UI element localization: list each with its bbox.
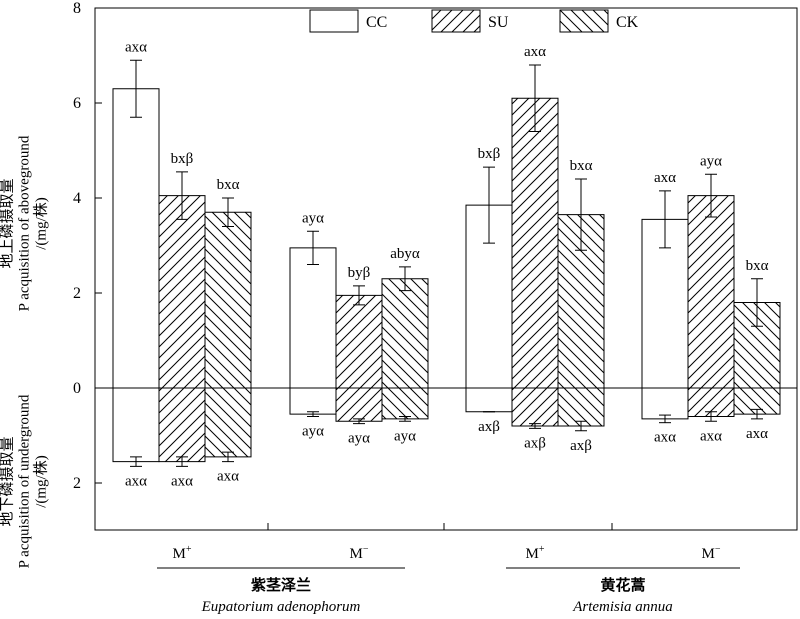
y-tick-label-4: 0 <box>73 380 81 397</box>
bar-above-g1-CK <box>381 278 429 389</box>
significance-label-below-g1-SU: ayα <box>348 431 370 447</box>
bar-above-g0-CK <box>204 211 252 389</box>
bar-above-g3-SU <box>687 195 735 389</box>
legend-label-CC: CC <box>366 14 387 31</box>
plot-frame <box>94 7 798 531</box>
bar-above-g0-CC <box>112 88 160 389</box>
legend-swatch-SU <box>431 9 481 33</box>
bar-below-g1-CK <box>381 387 429 420</box>
significance-label-above-g0-CC: axα <box>125 39 147 55</box>
significance-label-above-g0-CK: bxα <box>217 177 240 193</box>
y-tick-label-1: 6 <box>73 95 81 112</box>
significance-label-below-g3-CC: axα <box>654 430 676 446</box>
bar-above-g1-SU <box>335 294 383 389</box>
significance-label-above-g2-SU: axα <box>524 44 546 60</box>
significance-label-above-g1-SU: byβ <box>348 265 371 281</box>
group-label-1: M− <box>350 544 369 562</box>
significance-label-above-g3-SU: ayα <box>700 153 722 169</box>
species-name-latin-0: Eupatorium adenophorum <box>201 599 361 615</box>
legend-swatch-CC <box>309 9 359 33</box>
significance-label-below-g0-CK: axα <box>217 469 239 485</box>
y-tick-label-3: 2 <box>73 285 81 302</box>
y-tick-label-2: 4 <box>73 190 81 207</box>
bar-below-g2-CC <box>465 387 513 413</box>
significance-label-below-g3-CK: axα <box>746 426 768 442</box>
significance-label-below-g3-SU: axα <box>700 428 722 444</box>
bar-below-g1-CC <box>289 387 337 415</box>
bar-below-g0-SU <box>158 387 206 463</box>
significance-label-above-g1-CC: ayα <box>302 210 324 226</box>
y-tick-label-0: 8 <box>73 0 81 17</box>
significance-label-below-g2-SU: axβ <box>524 435 546 451</box>
significance-label-below-g2-CC: axβ <box>478 419 500 435</box>
species-name-latin-1: Artemisia annua <box>572 599 673 615</box>
significance-label-below-g1-CK: ayα <box>394 428 416 444</box>
significance-label-above-g0-SU: bxβ <box>171 151 194 167</box>
group-label-2: M+ <box>526 544 545 562</box>
bar-below-g1-SU <box>335 387 383 422</box>
significance-label-above-g3-CC: axα <box>654 170 676 186</box>
significance-label-below-g2-CK: axβ <box>570 438 592 454</box>
bar-above-g1-CC <box>289 247 337 389</box>
bar-below-g0-CK <box>204 387 252 458</box>
legend-swatch-CK <box>559 9 609 33</box>
bar-below-g0-CC <box>112 387 160 463</box>
y-tick-label-5: 2 <box>73 475 81 492</box>
bar-above-g0-SU <box>158 195 206 389</box>
bar-below-g3-CC <box>641 387 689 420</box>
group-label-0: M+ <box>173 544 192 562</box>
significance-label-above-g2-CC: bxβ <box>478 146 501 162</box>
significance-label-below-g0-SU: axα <box>171 473 193 489</box>
species-name-zh-0: 紫茎泽兰 <box>251 576 311 594</box>
significance-label-below-g1-CC: ayα <box>302 424 324 440</box>
legend-label-CK: CK <box>616 14 639 31</box>
significance-label-above-g3-CK: bxα <box>746 258 769 274</box>
bar-below-g2-SU <box>511 387 559 427</box>
group-label-3: M− <box>702 544 721 562</box>
bar-above-g2-SU <box>511 97 559 389</box>
significance-label-above-g2-CK: bxα <box>570 158 593 174</box>
legend-label-SU: SU <box>488 14 509 31</box>
bar-below-g2-CK <box>557 387 605 427</box>
significance-label-below-g0-CC: axα <box>125 473 147 489</box>
species-name-zh-1: 黄花蒿 <box>600 576 645 594</box>
significance-label-above-g1-CK: abyα <box>390 246 420 262</box>
